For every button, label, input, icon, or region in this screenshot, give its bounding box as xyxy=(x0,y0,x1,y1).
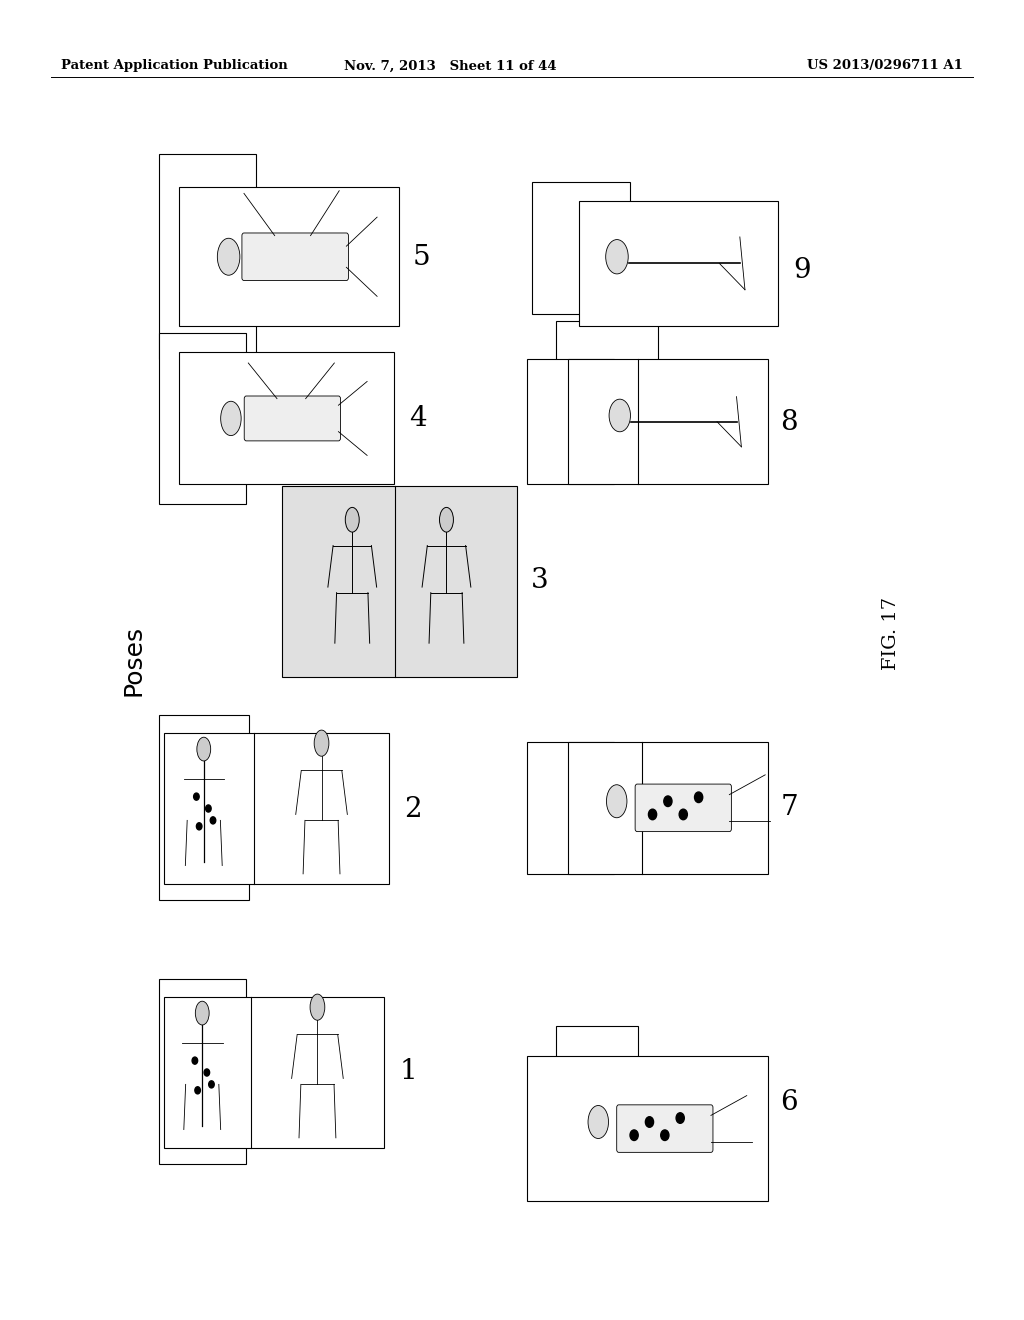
Ellipse shape xyxy=(196,1001,209,1024)
Circle shape xyxy=(648,809,656,820)
Circle shape xyxy=(197,822,202,830)
Ellipse shape xyxy=(609,399,631,432)
Bar xyxy=(179,187,399,326)
Bar xyxy=(164,997,384,1148)
Bar xyxy=(159,715,249,900)
Circle shape xyxy=(194,793,199,800)
Text: 8: 8 xyxy=(780,409,798,436)
Bar xyxy=(527,742,614,874)
Circle shape xyxy=(660,1130,669,1140)
Circle shape xyxy=(645,1117,653,1127)
Bar xyxy=(556,1026,638,1115)
Circle shape xyxy=(664,796,672,807)
Bar xyxy=(159,154,256,359)
Text: Patent Application Publication: Patent Application Publication xyxy=(61,59,288,73)
Text: 1: 1 xyxy=(399,1059,417,1085)
Ellipse shape xyxy=(605,240,629,275)
Bar xyxy=(568,359,768,484)
Circle shape xyxy=(676,1113,684,1123)
Bar xyxy=(179,352,394,484)
Circle shape xyxy=(206,805,211,812)
Ellipse shape xyxy=(197,737,211,760)
Text: 5: 5 xyxy=(413,244,430,271)
Text: 4: 4 xyxy=(410,405,427,432)
Circle shape xyxy=(209,1081,214,1088)
Circle shape xyxy=(679,809,687,820)
FancyBboxPatch shape xyxy=(242,232,348,281)
Ellipse shape xyxy=(220,401,242,436)
Text: 6: 6 xyxy=(780,1089,798,1115)
Bar xyxy=(164,733,389,884)
Bar xyxy=(282,486,517,677)
Ellipse shape xyxy=(345,507,359,532)
Bar xyxy=(527,1056,768,1201)
Text: Nov. 7, 2013   Sheet 11 of 44: Nov. 7, 2013 Sheet 11 of 44 xyxy=(344,59,557,73)
Ellipse shape xyxy=(606,784,627,817)
FancyBboxPatch shape xyxy=(616,1105,713,1152)
Text: 3: 3 xyxy=(530,568,548,594)
Ellipse shape xyxy=(310,994,325,1020)
Text: Poses: Poses xyxy=(121,624,145,696)
Bar xyxy=(159,979,246,1164)
Circle shape xyxy=(195,1086,201,1094)
Bar xyxy=(568,742,768,874)
Circle shape xyxy=(630,1130,638,1140)
Text: 7: 7 xyxy=(780,795,798,821)
Bar xyxy=(159,333,246,504)
Bar xyxy=(556,321,658,442)
FancyBboxPatch shape xyxy=(635,784,731,832)
Bar xyxy=(579,201,778,326)
Text: US 2013/0296711 A1: US 2013/0296711 A1 xyxy=(807,59,963,73)
Ellipse shape xyxy=(439,507,454,532)
Bar xyxy=(532,182,630,314)
Text: 2: 2 xyxy=(404,796,422,822)
Circle shape xyxy=(694,792,702,803)
Ellipse shape xyxy=(588,1106,608,1138)
Circle shape xyxy=(193,1057,198,1064)
Text: FIG. 17: FIG. 17 xyxy=(882,597,900,671)
Text: 9: 9 xyxy=(794,257,811,284)
Bar xyxy=(527,359,614,484)
Circle shape xyxy=(210,817,216,824)
FancyBboxPatch shape xyxy=(244,396,340,441)
Ellipse shape xyxy=(217,238,240,276)
Circle shape xyxy=(204,1069,210,1076)
Ellipse shape xyxy=(314,730,329,756)
